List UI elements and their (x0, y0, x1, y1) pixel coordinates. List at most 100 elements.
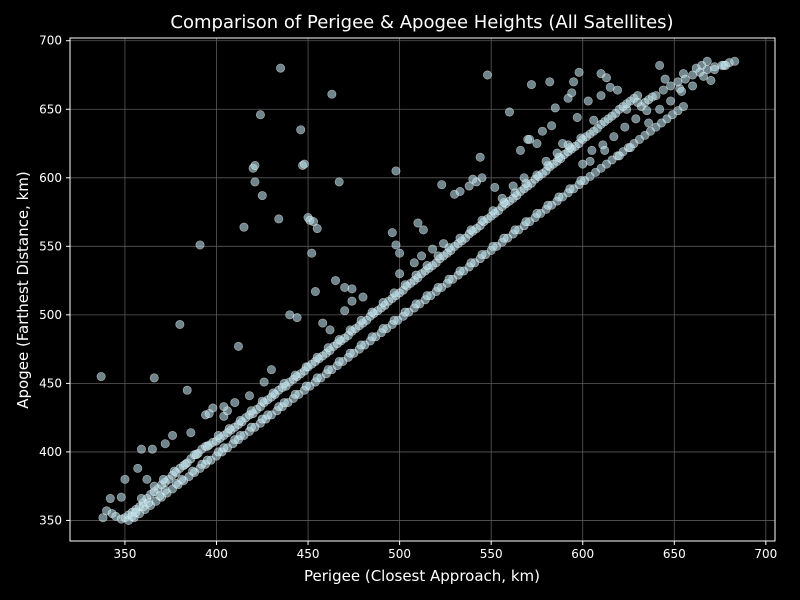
data-point (160, 439, 170, 449)
data-point (547, 121, 557, 131)
data-point (490, 182, 500, 192)
data-point (614, 151, 624, 161)
data-point (175, 319, 185, 329)
data-point (499, 233, 509, 243)
data-point (257, 396, 267, 406)
data-point (680, 74, 690, 84)
data-point (149, 373, 159, 383)
data-point (202, 441, 212, 451)
data-point (356, 340, 366, 350)
data-point (609, 132, 619, 142)
data-point (309, 217, 319, 227)
data-point (296, 125, 306, 135)
data-point (169, 466, 179, 476)
data-point (246, 422, 256, 432)
data-point (395, 269, 405, 279)
data-point (625, 143, 635, 153)
data-point (230, 398, 240, 408)
data-point (133, 463, 143, 473)
data-point (177, 474, 187, 484)
data-point (444, 274, 454, 284)
chart-title: Comparison of Perigee & Apogee Heights (… (170, 12, 673, 33)
data-point (136, 444, 146, 454)
data-point (563, 140, 573, 150)
x-axis-label: Perigee (Closest Approach, km) (304, 567, 540, 585)
data-point (204, 409, 214, 419)
data-point (437, 180, 447, 190)
data-point (318, 318, 328, 328)
data-point (587, 145, 597, 155)
data-point (464, 181, 474, 191)
data-point (389, 315, 399, 325)
data-point (202, 455, 212, 465)
data-point (541, 156, 551, 166)
data-point (537, 126, 547, 136)
data-point (301, 362, 311, 372)
data-point (644, 118, 654, 128)
data-point (655, 60, 665, 70)
data-point (678, 102, 688, 112)
data-point (378, 298, 388, 308)
data-point (395, 248, 405, 258)
data-point (411, 270, 421, 280)
data-point (98, 513, 108, 523)
data-point (268, 388, 278, 398)
data-point (576, 176, 586, 186)
data-point (301, 381, 311, 391)
x-tick-label: 450 (297, 547, 320, 561)
data-point (710, 65, 720, 75)
data-points (96, 56, 740, 525)
data-point (292, 313, 302, 323)
data-point (347, 296, 357, 306)
data-point (347, 284, 357, 294)
data-point (158, 474, 168, 484)
data-point (367, 332, 377, 342)
data-point (266, 365, 276, 375)
data-point (596, 91, 606, 101)
data-point (279, 378, 289, 388)
data-point (219, 402, 229, 412)
data-point (142, 474, 152, 484)
data-point (356, 315, 366, 325)
data-point (455, 266, 465, 276)
data-point (155, 491, 165, 501)
data-point (276, 63, 286, 73)
data-point (660, 74, 670, 84)
data-point (213, 430, 223, 440)
data-point (244, 391, 254, 401)
data-point (576, 133, 586, 143)
data-point (488, 241, 498, 251)
data-point (409, 258, 419, 268)
y-tick-label: 400 (39, 445, 62, 459)
data-point (411, 299, 421, 309)
data-point (543, 200, 553, 210)
data-point (120, 474, 130, 484)
data-point (475, 152, 485, 162)
data-point (235, 430, 245, 440)
axes-frame (69, 37, 776, 542)
data-point (279, 398, 289, 408)
data-point (325, 325, 335, 335)
data-point (466, 258, 476, 268)
data-point (688, 81, 698, 91)
data-point (613, 85, 623, 95)
data-point (666, 96, 676, 106)
data-point (532, 139, 542, 149)
data-point (334, 177, 344, 187)
data-point (136, 494, 146, 504)
data-point (147, 444, 157, 454)
data-point (340, 306, 350, 316)
data-point (160, 485, 170, 495)
data-point (358, 292, 368, 302)
data-point (340, 282, 350, 292)
data-point (195, 240, 205, 250)
data-point (488, 206, 498, 216)
data-point (422, 261, 432, 271)
data-point (455, 187, 465, 197)
data-point (658, 85, 668, 95)
data-point (702, 56, 712, 66)
data-point (477, 250, 487, 260)
data-point (504, 107, 514, 117)
data-point (521, 217, 531, 227)
